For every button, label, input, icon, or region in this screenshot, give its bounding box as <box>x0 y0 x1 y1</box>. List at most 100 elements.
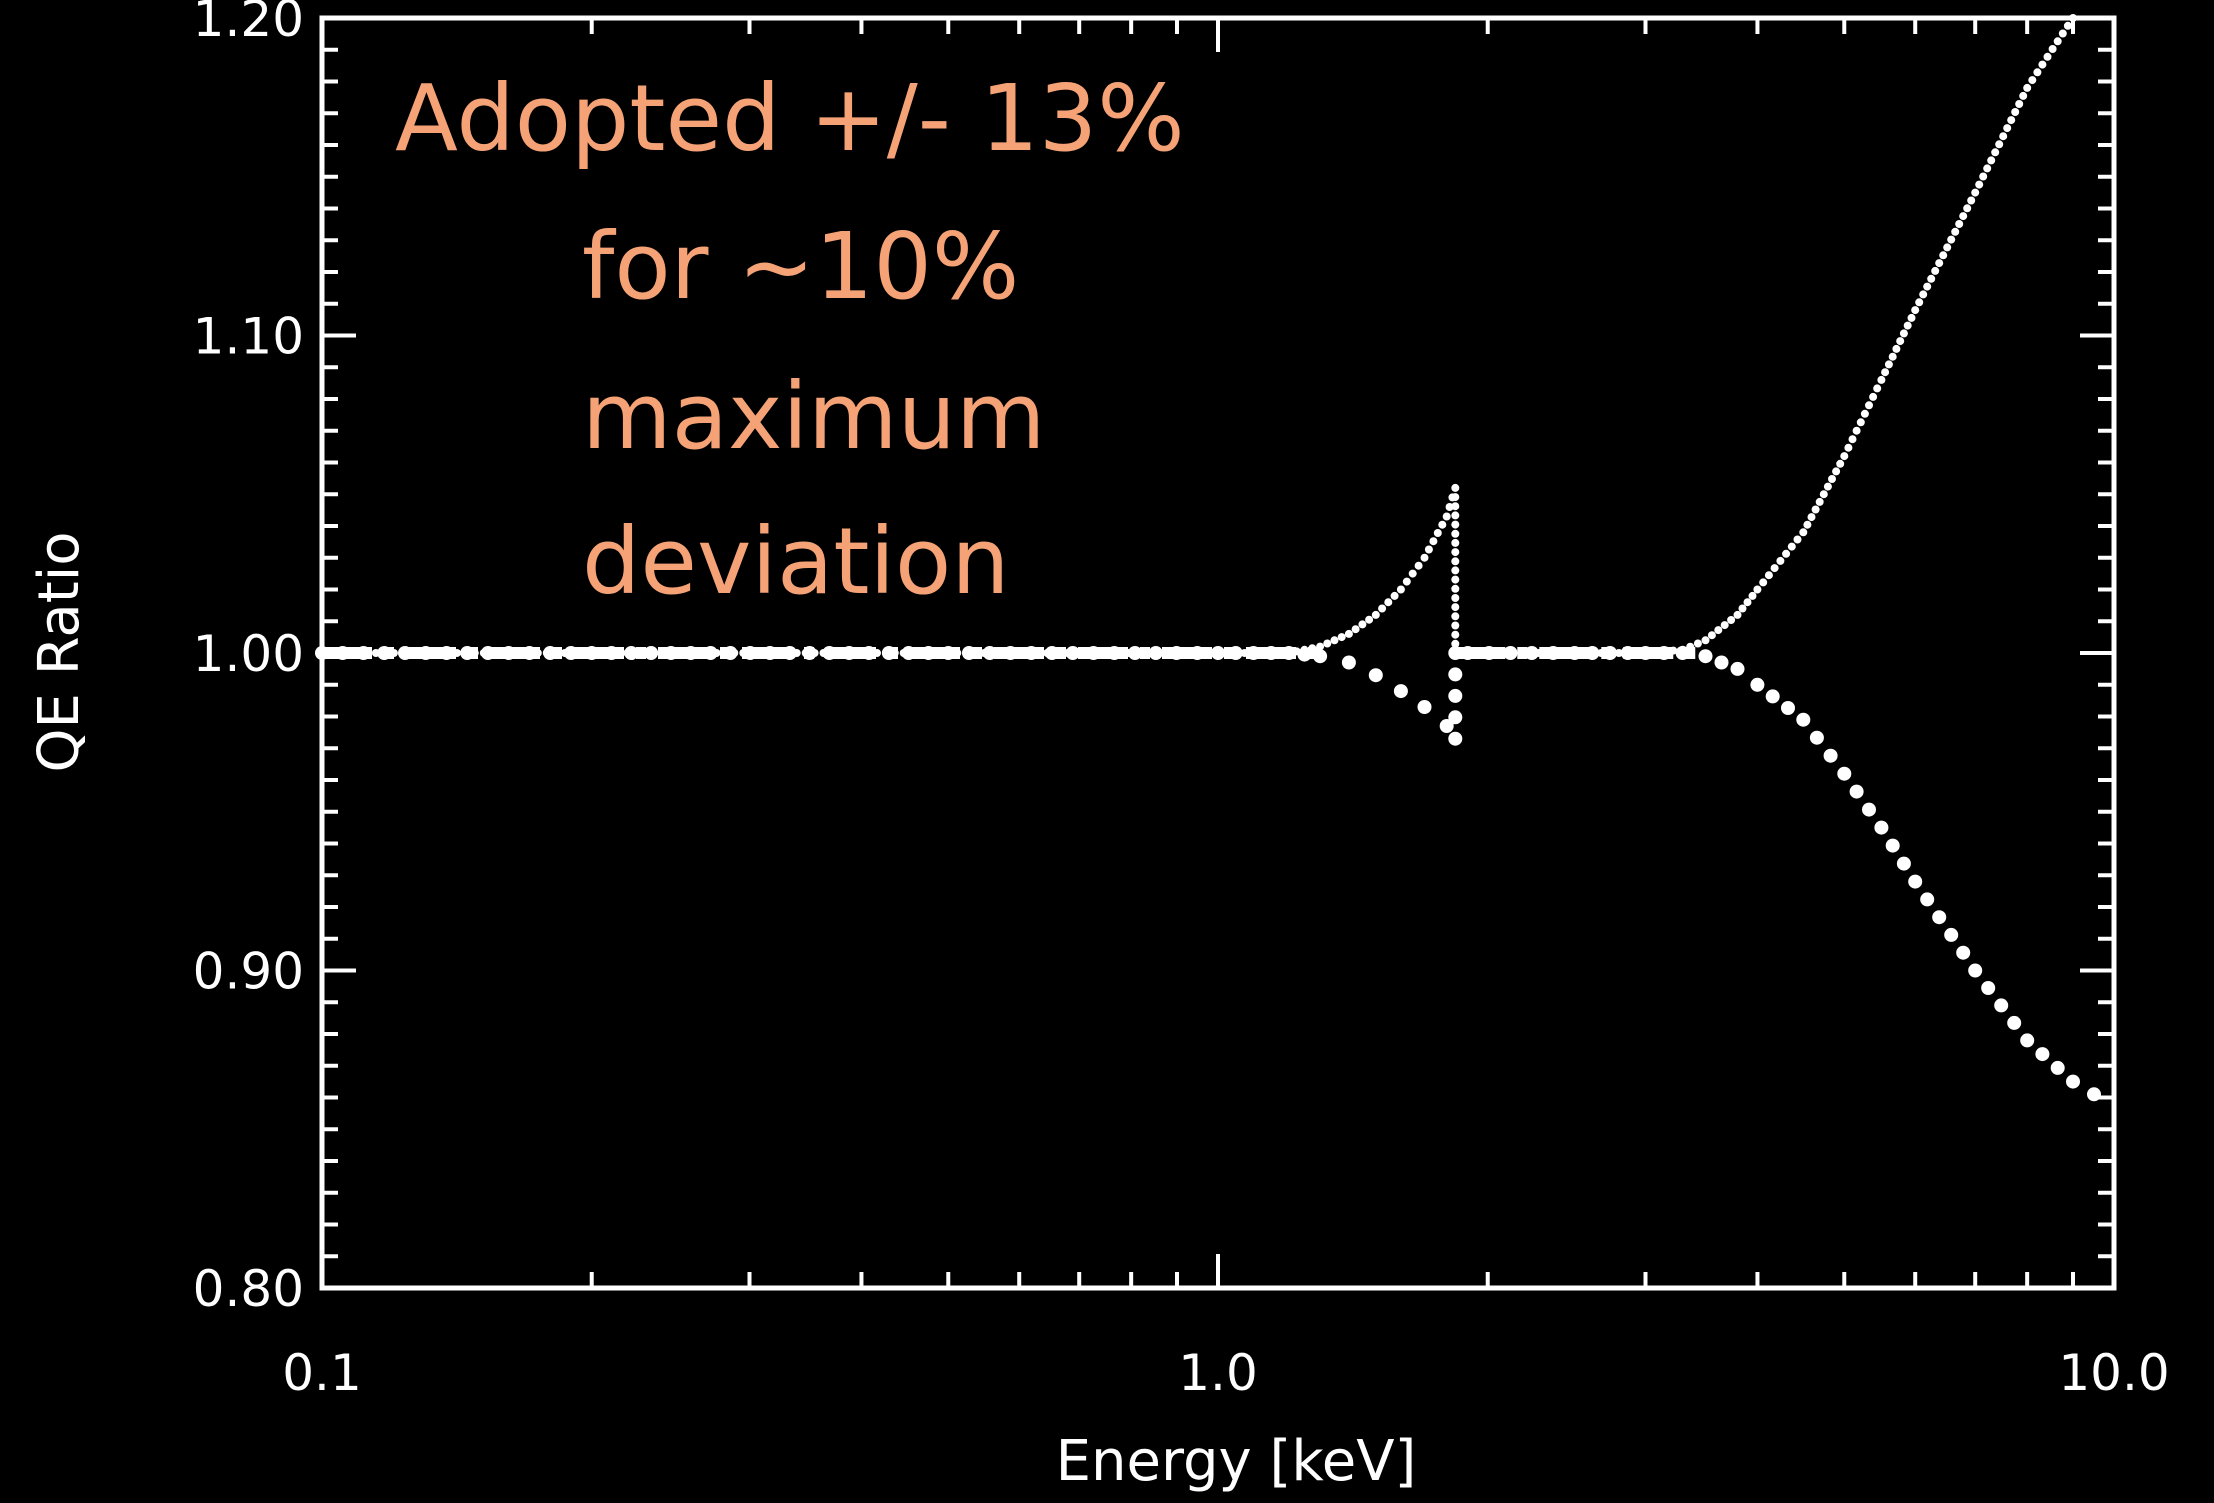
data-point <box>1807 513 1816 522</box>
data-point <box>1956 945 1971 960</box>
data-point <box>1451 594 1460 602</box>
data-point <box>1765 689 1780 704</box>
data-point <box>1873 384 1882 393</box>
data-point <box>1351 625 1360 634</box>
data-point <box>1947 235 1956 244</box>
data-point <box>1451 538 1460 547</box>
data-point <box>1955 220 1964 228</box>
data-point <box>1932 910 1947 925</box>
data-point <box>1793 535 1802 544</box>
series-large-dots <box>315 646 2101 1102</box>
data-point <box>1733 610 1742 619</box>
data-point <box>1448 710 1463 725</box>
x-tick-label: 0.1 <box>282 1344 362 1402</box>
data-point <box>1770 564 1779 573</box>
data-point <box>1983 164 1992 173</box>
data-point <box>1433 529 1442 537</box>
annotation-line: Adopted +/- 13% <box>395 65 1185 172</box>
tick-labels: 0.1 1.0 10.0 0.80 0.90 1.00 1.10 1.20 <box>193 0 2170 1402</box>
data-point <box>1720 621 1729 630</box>
y-tick-label: 0.80 <box>193 1260 304 1318</box>
data-point <box>1796 712 1811 727</box>
data-point <box>1451 520 1460 529</box>
data-point <box>1365 615 1374 624</box>
annotation-line: for ~10% <box>582 213 1019 320</box>
data-point <box>2015 100 2024 108</box>
data-point <box>1451 511 1460 520</box>
data-point <box>1701 636 1710 645</box>
data-point <box>2023 83 2032 92</box>
data-point <box>1860 409 1869 418</box>
data-point <box>1848 435 1857 444</box>
data-point <box>1799 528 1808 537</box>
data-point <box>2007 1015 2022 1030</box>
data-point <box>1402 577 1411 586</box>
data-point <box>1995 140 2004 149</box>
data-point <box>1045 646 1059 660</box>
x-tick-label: 1.0 <box>1178 1344 1258 1402</box>
data-point <box>1927 274 1936 283</box>
data-point <box>2007 116 2016 125</box>
data-point <box>2038 60 2047 69</box>
data-point <box>1439 719 1454 733</box>
data-point <box>1803 520 1812 529</box>
annotation: Adopted +/- 13% for ~10% maximum deviation <box>395 65 1185 615</box>
data-point <box>1503 646 1518 660</box>
data-point <box>2043 52 2052 61</box>
data-point <box>2058 29 2067 38</box>
data-point <box>1959 212 1968 221</box>
data-point <box>1819 490 1828 499</box>
data-point <box>1211 646 1225 660</box>
data-point <box>1999 132 2008 141</box>
data-point <box>1809 730 1824 745</box>
data-point <box>1881 368 1890 377</box>
data-point <box>1915 298 1924 307</box>
data-point <box>1451 557 1460 566</box>
data-point <box>1148 646 1163 660</box>
data-point <box>1991 148 2000 157</box>
data-point <box>1408 569 1417 578</box>
data-point <box>1451 612 1460 621</box>
x-axis-label: Energy [keV] <box>1056 1429 1417 1494</box>
data-point <box>1896 337 1905 346</box>
y-tick-label: 1.10 <box>193 308 304 366</box>
data-point <box>1714 655 1729 670</box>
data-point <box>1614 649 1623 657</box>
data-point <box>1975 180 1984 189</box>
data-point <box>1707 631 1716 640</box>
annotation-line: maximum <box>582 363 1046 470</box>
data-point <box>644 646 659 660</box>
data-point <box>1899 329 1908 338</box>
data-point <box>1892 344 1901 353</box>
data-point <box>1781 701 1795 715</box>
data-point <box>1815 497 1824 506</box>
data-point <box>1884 360 1893 369</box>
y-tick-label: 1.00 <box>193 625 304 683</box>
data-point <box>2050 1060 2065 1075</box>
x-tick-label: 10.0 <box>2058 1344 2169 1402</box>
data-point <box>1903 321 1912 330</box>
data-point <box>2019 91 2028 100</box>
data-point <box>1378 604 1387 613</box>
data-point <box>1907 313 1916 322</box>
data-point <box>1316 642 1325 651</box>
annotation-line: deviation <box>582 508 1010 615</box>
data-point <box>2028 76 2037 85</box>
data-point <box>1963 204 1972 213</box>
data-point <box>1448 688 1463 703</box>
y-axis-label: QE Ratio <box>27 531 92 772</box>
data-point <box>1414 561 1423 570</box>
data-point <box>1852 426 1861 435</box>
data-point <box>1371 610 1380 619</box>
data-point <box>1994 998 2009 1013</box>
data-point <box>1888 352 1897 361</box>
data-point <box>1358 620 1367 629</box>
data-point <box>1776 556 1785 565</box>
data-point <box>1987 156 1996 165</box>
data-point <box>1944 927 1959 942</box>
data-point <box>1451 566 1460 575</box>
data-point <box>1429 537 1438 546</box>
data-point <box>1939 251 1948 260</box>
data-series <box>315 14 2101 1102</box>
data-point <box>2033 68 2042 77</box>
